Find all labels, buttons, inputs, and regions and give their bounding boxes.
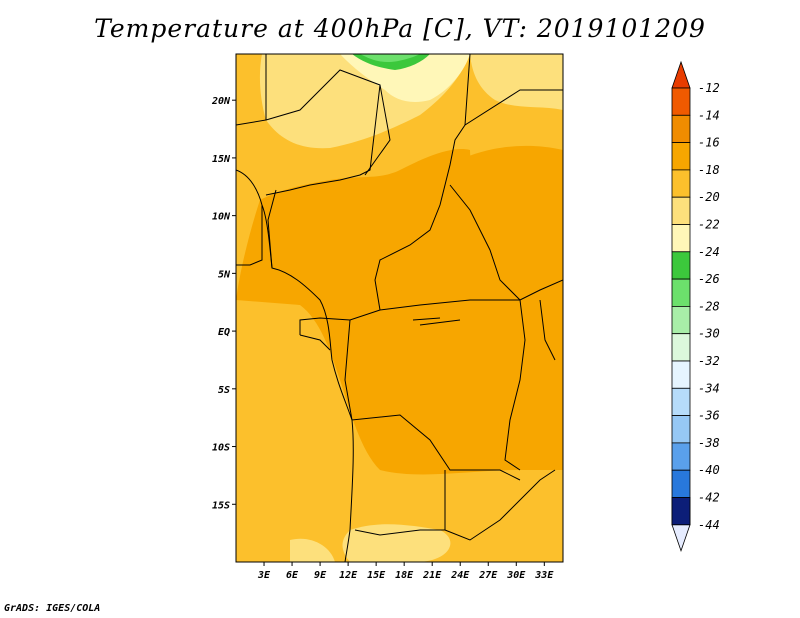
lat-tick-label: 5N: [218, 269, 231, 280]
lon-tick-label: 12E: [339, 570, 358, 581]
legend-label: -12: [698, 81, 720, 95]
legend-swatch: [671, 251, 691, 280]
legend-label: -24: [698, 245, 720, 259]
lat-tick-label: 15S: [212, 500, 230, 511]
legend-label: -14: [698, 108, 720, 122]
legend-swatch: [671, 278, 691, 307]
legend-top-arrow: [671, 60, 691, 89]
lon-tick-label: 9E: [314, 570, 327, 581]
legend-label: -20: [698, 190, 720, 204]
color-legend: -12 -14 -16 -18 -20 -22 -24 -26 -28 -30 -32 -34 -36 -…: [671, 60, 720, 553]
legend-label: -28: [698, 299, 720, 313]
lat-tick-label: 5S: [218, 385, 230, 396]
lon-tick-label: 3E: [257, 570, 271, 581]
lon-tick-label: 18E: [395, 570, 414, 581]
lon-tick-label: 21E: [422, 570, 442, 581]
latitude-axis: 20N 15N 10N 5N EQ 5S 10S 15S: [211, 96, 236, 511]
legend-swatch: [671, 360, 691, 389]
lon-tick-label: 24E: [450, 570, 470, 581]
lat-tick-label: 15N: [212, 154, 231, 165]
legend-label: -32: [698, 354, 720, 368]
lat-tick-label: 20N: [211, 96, 231, 107]
chart-title: Temperature at 400hPa [C], VT: 201910120…: [94, 14, 706, 43]
longitude-axis: 3E 6E 9E 12E 15E 18E 21E 24E 27E 30E 33E: [257, 562, 554, 581]
legend-label: -40: [698, 463, 720, 477]
country-borders: [236, 54, 563, 562]
lon-tick-label: 6E: [286, 570, 299, 581]
legend-swatch: [671, 196, 691, 225]
lat-tick-label: 10N: [212, 212, 231, 223]
lon-tick-label: 27E: [478, 570, 498, 581]
legend-swatch: [671, 87, 691, 116]
lon-tick-label: 15E: [367, 570, 386, 581]
lat-tick-label: 10S: [212, 443, 230, 454]
legend-label: -44: [698, 518, 720, 532]
map-frame: [235, 53, 564, 563]
legend-label: -42: [698, 491, 720, 505]
legend-label: -34: [698, 381, 720, 395]
legend-swatch: [671, 415, 691, 444]
legend-swatch: [671, 142, 691, 171]
grads-credit: GrADS: IGES/COLA: [4, 603, 101, 614]
lon-tick-label: 30E: [506, 570, 526, 581]
legend-swatch-last: [671, 497, 691, 526]
legend-swatch: [671, 305, 691, 335]
lon-tick-label: 33E: [534, 570, 554, 581]
legend-label: -26: [698, 272, 720, 286]
legend-swatch: [671, 333, 691, 362]
legend-label: -30: [698, 327, 720, 341]
legend-swatch: [671, 387, 691, 416]
legend-label: -22: [698, 218, 720, 232]
legend-bottom-arrow: [671, 524, 691, 553]
legend-label: -36: [698, 409, 720, 423]
legend-swatch: [671, 224, 691, 253]
legend-swatch: [671, 469, 691, 498]
legend-swatch: [671, 114, 691, 144]
legend-label: -18: [698, 163, 720, 177]
lat-tick-label: EQ: [218, 327, 230, 338]
legend-label: -38: [698, 436, 720, 450]
legend-swatch: [671, 169, 691, 198]
legend-label: -16: [698, 136, 720, 150]
legend-swatch: [671, 442, 691, 471]
